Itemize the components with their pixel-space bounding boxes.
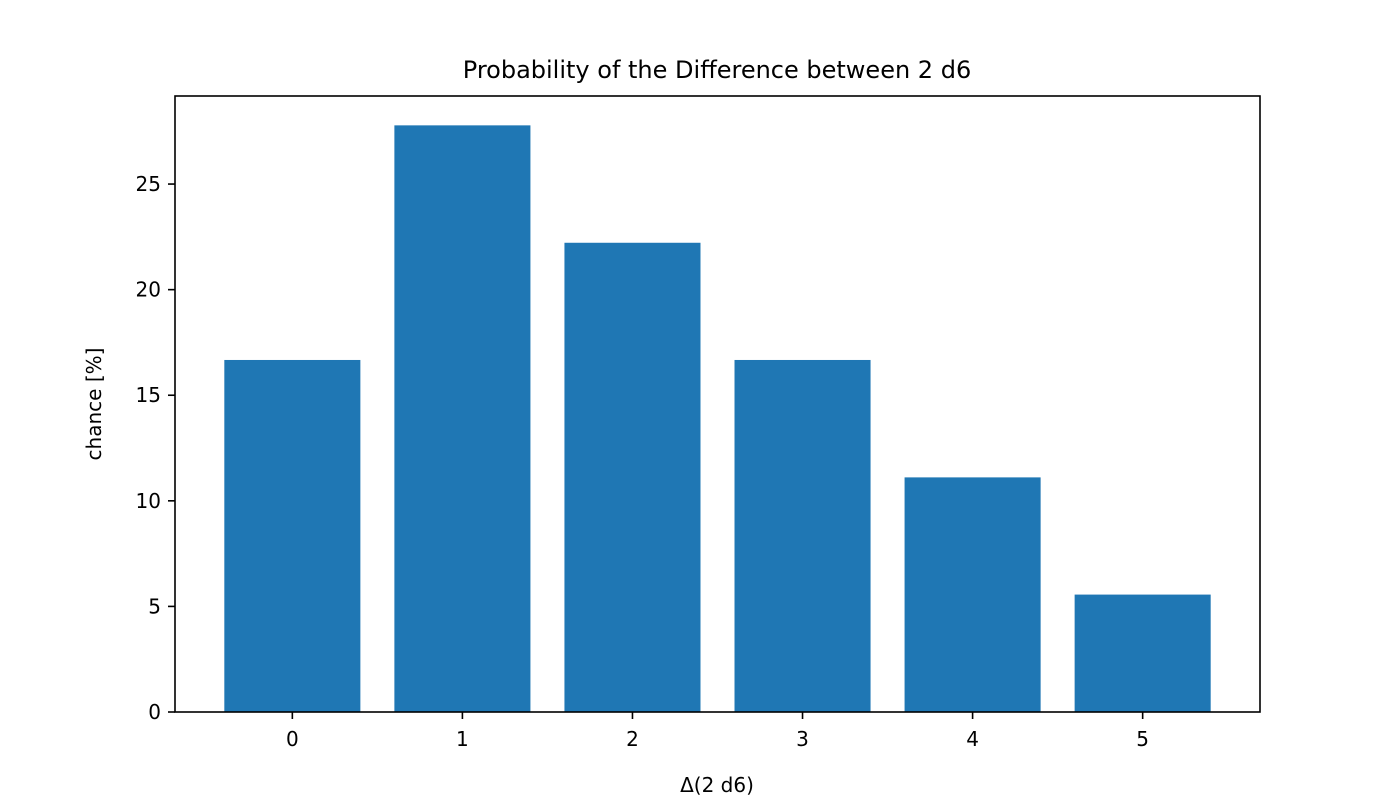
- y-tick-label: 10: [136, 489, 161, 513]
- x-tick-label: 4: [966, 727, 979, 751]
- bar-4: [904, 477, 1041, 712]
- y-axis-label: chance [%]: [82, 348, 106, 461]
- x-tick-label: 2: [626, 727, 639, 751]
- y-tick-label: 15: [136, 383, 161, 407]
- bars-group: [224, 125, 1211, 713]
- bar-5: [1074, 594, 1211, 712]
- x-axis-label: Δ(2 d6): [680, 773, 754, 797]
- y-axis-ticks: 0 5 10 15 20 25: [136, 172, 175, 724]
- plot-frame: [174, 95, 1261, 713]
- bar-2: [564, 242, 701, 713]
- chart-title: Probability of the Difference between 2 …: [463, 56, 971, 84]
- y-tick-label: 0: [148, 700, 161, 724]
- y-tick-label: 5: [148, 594, 161, 618]
- x-tick-label: 0: [286, 727, 299, 751]
- x-tick-label: 5: [1136, 727, 1149, 751]
- bar-0: [224, 359, 361, 712]
- x-tick-label: 3: [796, 727, 809, 751]
- bar-1: [394, 125, 531, 712]
- y-tick-label: 20: [136, 278, 161, 302]
- bar-3: [734, 359, 871, 712]
- x-axis-ticks: 0 1 2 3 4 5: [286, 712, 1149, 751]
- y-tick-label: 25: [136, 172, 161, 196]
- x-tick-label: 1: [456, 727, 469, 751]
